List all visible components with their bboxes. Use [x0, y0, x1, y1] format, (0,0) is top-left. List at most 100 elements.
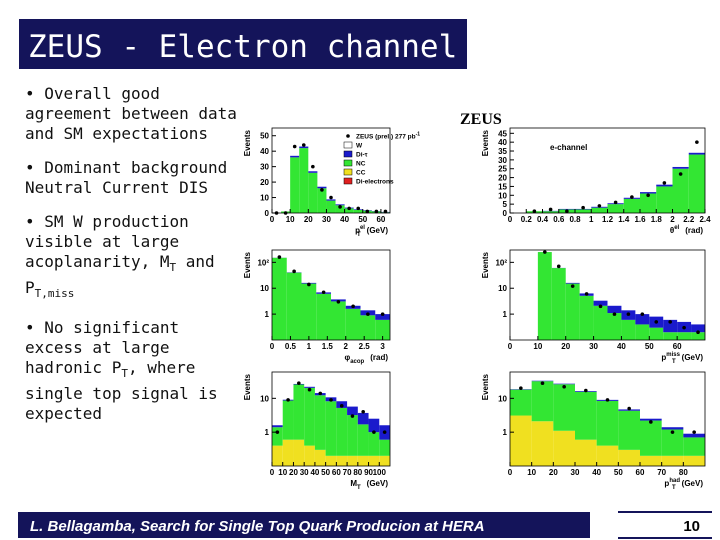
histogram-bar	[317, 188, 327, 213]
data-point	[311, 164, 315, 169]
y-tick-label: 0	[503, 209, 508, 218]
data-point	[277, 255, 282, 259]
histogram-bar	[565, 283, 580, 340]
x-label-main: p	[355, 226, 360, 235]
histogram-bar	[299, 146, 309, 149]
bullet-text: • Overall good agreement between data an…	[25, 84, 237, 143]
x-tick-label: 20	[289, 468, 298, 477]
histogram-bar	[553, 384, 575, 431]
histogram-bar	[353, 209, 363, 213]
x-tick-label: 1.4	[618, 215, 630, 224]
histogram-bar	[553, 383, 575, 385]
data-point	[668, 320, 672, 324]
histogram-bar	[672, 168, 689, 213]
y-tick-label: 20	[498, 174, 507, 183]
y-axis-label: Events	[481, 129, 490, 156]
x-tick-label: 0.6	[553, 215, 565, 224]
data-point	[646, 193, 650, 198]
data-point	[382, 430, 387, 434]
data-point	[336, 299, 341, 304]
x-tick-label: 0	[508, 342, 513, 351]
histogram-bar	[344, 208, 354, 213]
bullet-text: , where single top signal is expected	[25, 358, 218, 423]
histogram-bar	[575, 439, 597, 466]
x-label-unit: (rad)	[370, 353, 388, 362]
legend-swatch	[343, 159, 353, 167]
histogram-bar	[326, 199, 336, 201]
histogram-bar	[575, 209, 592, 213]
x-tick-label: 40	[340, 215, 349, 224]
plot-frame	[271, 127, 391, 214]
histogram-bar	[635, 324, 650, 340]
data-point	[329, 195, 333, 200]
histogram-bar	[282, 400, 294, 440]
histogram-bar	[531, 381, 554, 422]
data-point	[696, 330, 700, 335]
y-tick-label: 30	[498, 156, 507, 165]
histogram-bar	[691, 332, 705, 340]
data-point	[695, 140, 699, 144]
histogram-bar	[293, 384, 305, 440]
histogram-bar	[375, 319, 390, 340]
x-tick-label: 2.5	[359, 342, 371, 351]
histogram-bar	[293, 439, 305, 466]
data-point	[626, 312, 631, 316]
y-tick-label: 10²	[495, 258, 507, 267]
y-tick-label: 1	[265, 428, 270, 437]
legend-text: Di-electrons	[356, 179, 394, 186]
histogram-bar	[290, 157, 300, 213]
x-tick-label: 50	[321, 468, 330, 477]
slide-title: ZEUS - Electron channel	[28, 29, 457, 65]
y-tick-label: 10	[498, 394, 507, 403]
histogram-bar	[336, 455, 348, 466]
y-tick-label: 15	[498, 182, 507, 191]
x-tick-label: 2.2	[683, 215, 695, 224]
histogram-bar	[593, 300, 608, 306]
histogram-bar	[672, 166, 689, 169]
data-point	[556, 264, 561, 269]
data-point	[361, 409, 365, 414]
histogram-bar	[368, 432, 380, 456]
data-point	[597, 204, 602, 208]
subscript: T	[121, 367, 128, 380]
footer-bar	[18, 512, 590, 538]
footer-text: L. Bellagamba, Search for Single Top Qua…	[30, 518, 485, 535]
data-point	[598, 304, 603, 309]
histogram-bar	[688, 152, 705, 155]
data-point	[682, 325, 686, 330]
y-tick-label: 10	[260, 194, 269, 203]
x-label-main: p	[664, 479, 669, 488]
histogram-bar	[640, 418, 662, 421]
x-label-unit: (GeV)	[682, 479, 704, 488]
histogram-bar	[537, 252, 552, 340]
legend-entry: Di-electrons	[356, 179, 394, 186]
x-tick-label: 70	[343, 468, 352, 477]
legend-swatch	[343, 141, 353, 149]
x-tick-label: 60	[673, 342, 682, 351]
subscript: T	[169, 261, 177, 274]
x-tick-label: 30	[589, 342, 598, 351]
histogram-bar	[304, 445, 315, 466]
legend-swatch	[343, 150, 353, 158]
y-tick-label: 40	[498, 138, 507, 147]
bullet: • Dominant background Neutral Current DI…	[25, 158, 237, 198]
bullet: • No significant excess at large hadroni…	[25, 318, 237, 424]
histogram-bar	[579, 295, 594, 340]
x-tick-label: 80	[679, 468, 688, 477]
histogram-bar	[677, 332, 692, 340]
legend-text: CC	[356, 170, 366, 177]
data-point	[383, 209, 388, 214]
page-number: 10	[683, 518, 700, 535]
legend-entry: W	[356, 143, 363, 150]
x-tick-label: 3	[380, 342, 385, 351]
data-point	[307, 387, 312, 392]
histogram-bar	[336, 407, 348, 456]
x-tick-label: 0	[270, 342, 275, 351]
x-tick-label: 0	[508, 215, 513, 224]
histogram-bar	[688, 154, 705, 213]
x-tick-label: 40	[617, 342, 626, 351]
data-point	[347, 206, 351, 211]
histogram-bar	[607, 305, 622, 314]
